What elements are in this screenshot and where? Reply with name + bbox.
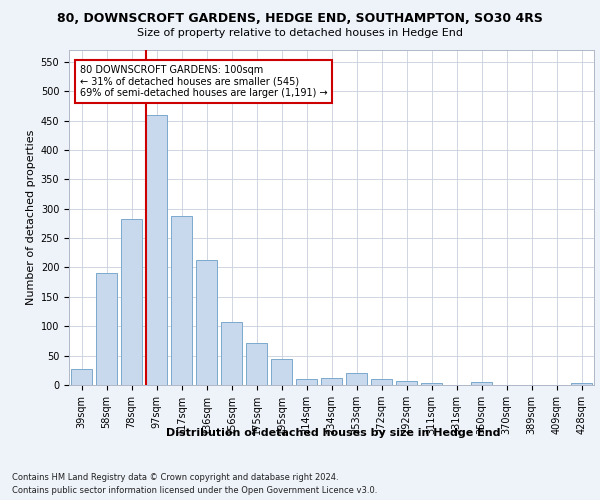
Bar	[146, 114, 167, 385]
Text: 80 DOWNSCROFT GARDENS: 100sqm
← 31% of detached houses are smaller (545)
69% of : 80 DOWNSCROFT GARDENS: 100sqm ← 31% of d…	[79, 65, 327, 98]
Text: Contains public sector information licensed under the Open Government Licence v3: Contains public sector information licen…	[12, 486, 377, 495]
Bar	[421, 382, 442, 385]
Bar	[346, 373, 367, 385]
Text: 80, DOWNSCROFT GARDENS, HEDGE END, SOUTHAMPTON, SO30 4RS: 80, DOWNSCROFT GARDENS, HEDGE END, SOUTH…	[57, 12, 543, 26]
Bar	[196, 260, 217, 385]
Y-axis label: Number of detached properties: Number of detached properties	[26, 130, 37, 305]
Text: Distribution of detached houses by size in Hedge End: Distribution of detached houses by size …	[166, 428, 500, 438]
Bar	[396, 382, 417, 385]
Bar	[96, 274, 117, 385]
Bar	[271, 358, 292, 385]
Bar	[246, 342, 267, 385]
Bar	[321, 378, 342, 385]
Text: Contains HM Land Registry data © Crown copyright and database right 2024.: Contains HM Land Registry data © Crown c…	[12, 472, 338, 482]
Bar	[371, 379, 392, 385]
Bar	[71, 368, 92, 385]
Bar	[121, 218, 142, 385]
Bar	[171, 216, 192, 385]
Bar	[221, 322, 242, 385]
Bar	[471, 382, 492, 385]
Text: Size of property relative to detached houses in Hedge End: Size of property relative to detached ho…	[137, 28, 463, 38]
Bar	[296, 378, 317, 385]
Bar	[571, 382, 592, 385]
